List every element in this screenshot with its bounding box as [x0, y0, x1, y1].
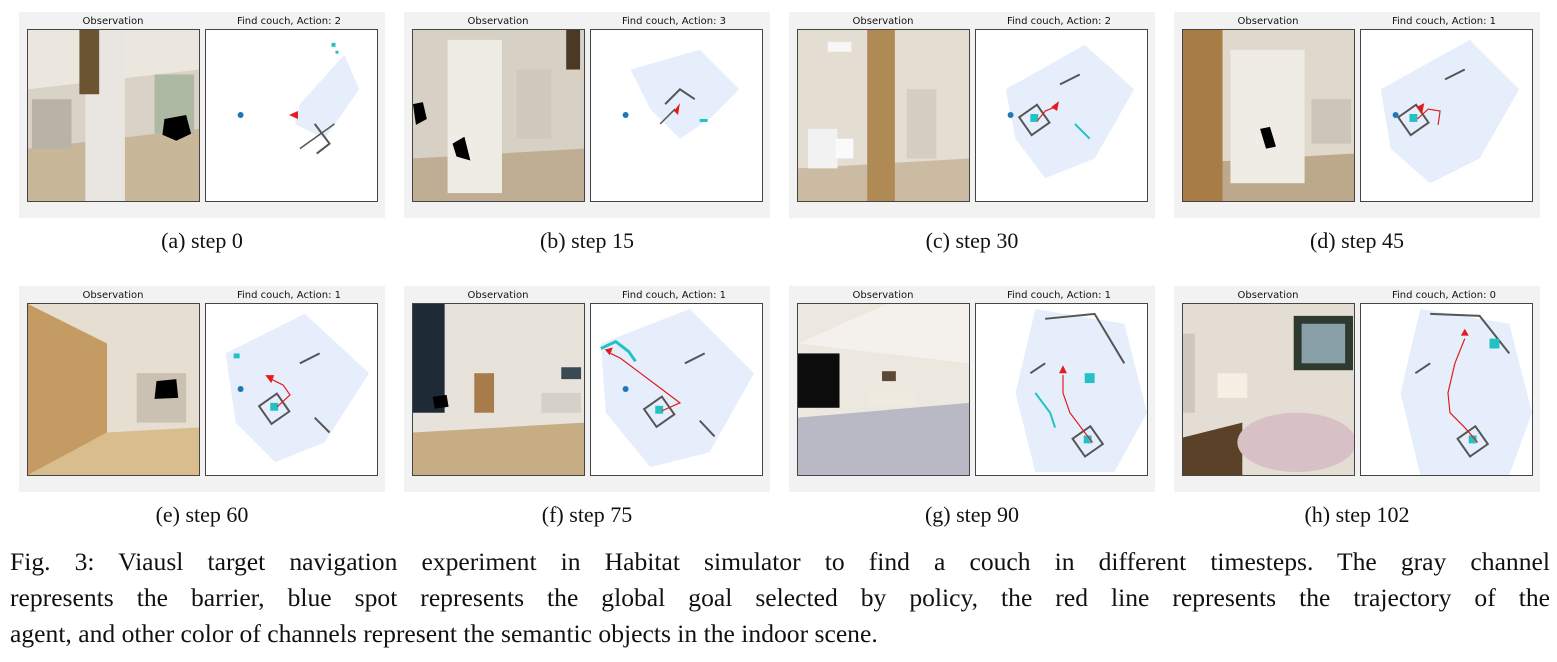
panel-step-75: Observation Find couch, Action: 1 — [404, 286, 770, 492]
global-goal-marker — [237, 112, 244, 118]
observation-title: Observation — [82, 16, 144, 27]
observation-image — [412, 303, 585, 476]
panel-step-15: Observation Find couch, Action: 3 — [404, 12, 770, 218]
subfigure-caption: (c) step 30 — [925, 228, 1019, 253]
semantic-map — [1360, 29, 1533, 202]
subfigure-caption: (b) step 15 — [539, 228, 635, 253]
observation-image — [1182, 303, 1355, 476]
agent-marker — [1460, 328, 1469, 336]
panel-step-102: Observation Find couch, Action: 0 — [1174, 286, 1540, 492]
semantic-map — [590, 29, 763, 202]
agent-marker — [604, 347, 613, 356]
map-title: Find couch, Action: 2 — [1006, 16, 1112, 27]
panel-step-0: Observation Find couch, Action: 2 — [19, 12, 385, 218]
map-title: Find couch, Action: 1 — [1006, 290, 1112, 301]
observation-title: Observation — [1237, 16, 1299, 27]
semantic-map — [205, 303, 378, 476]
observation-image — [797, 303, 970, 476]
map-title: Find couch, Action: 1 — [1391, 16, 1497, 27]
observation-image — [27, 303, 200, 476]
semantic-map — [1360, 303, 1533, 476]
semantic-map — [205, 29, 378, 202]
global-goal-marker — [1392, 112, 1399, 118]
semantic-map — [975, 303, 1148, 476]
map-title: Find couch, Action: 1 — [621, 290, 727, 301]
panel-step-45: Observation Find couch, Action: 1 — [1174, 12, 1540, 218]
figure-caption-line: represents the barrier, blue spot repres… — [10, 583, 1550, 612]
agent-marker — [1416, 103, 1425, 114]
panel-step-30: Observation Find couch, Action: 2 — [789, 12, 1155, 218]
subfigure-caption: (g) step 90 — [924, 502, 1020, 527]
figure-caption-line: agent, and other color of channels repre… — [10, 619, 878, 648]
panel-step-60: Observation Find couch, Action: 1 — [19, 286, 385, 492]
observation-title: Observation — [467, 16, 529, 27]
map-title: Find couch, Action: 3 — [621, 16, 727, 27]
global-goal-marker — [1007, 112, 1014, 118]
map-title: Find couch, Action: 1 — [236, 290, 342, 301]
figure-caption-line: Fig. 3: Viausl target navigation experim… — [10, 547, 1550, 576]
agent-marker — [1051, 101, 1060, 112]
observation-title: Observation — [852, 16, 914, 27]
observation-image — [1182, 29, 1355, 202]
global-goal-marker — [622, 112, 629, 118]
subfigure-caption: (h) step 102 — [1304, 502, 1410, 527]
global-goal-marker — [237, 386, 244, 392]
observation-image — [412, 29, 585, 202]
subfigure-caption: (a) step 0 — [161, 228, 243, 253]
agent-marker — [674, 103, 680, 116]
observation-title: Observation — [852, 290, 914, 301]
map-title: Find couch, Action: 2 — [236, 16, 342, 27]
map-title: Find couch, Action: 0 — [1391, 290, 1497, 301]
subfigure-caption: (e) step 60 — [155, 502, 249, 527]
subfigure-caption: (d) step 45 — [1309, 228, 1405, 253]
panel-step-90: Observation Find couch, Action: 1 — [789, 286, 1155, 492]
global-goal-marker — [622, 386, 629, 392]
figure-caption: Fig. 3: Viausl target navigation experim… — [10, 544, 1550, 652]
observation-image — [797, 29, 970, 202]
semantic-map — [975, 29, 1148, 202]
agent-marker — [1059, 365, 1067, 374]
observation-title: Observation — [467, 290, 529, 301]
subfigure-caption: (f) step 75 — [541, 502, 633, 527]
agent-marker — [289, 111, 298, 119]
observation-title: Observation — [82, 290, 144, 301]
semantic-map — [590, 303, 763, 476]
observation-image — [27, 29, 200, 202]
observation-title: Observation — [1237, 290, 1299, 301]
